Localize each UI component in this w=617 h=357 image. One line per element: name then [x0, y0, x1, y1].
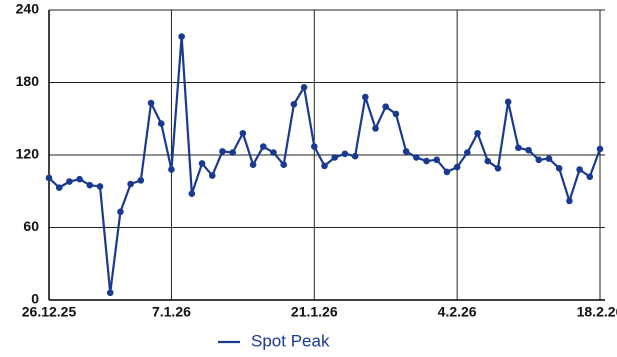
- point: [55, 184, 63, 191]
- y-tick-label: 120: [16, 146, 40, 162]
- point: [219, 148, 226, 155]
- point: [249, 161, 257, 168]
- point: [127, 180, 134, 188]
- point: [504, 98, 512, 106]
- point: [331, 154, 339, 161]
- point: [382, 103, 390, 110]
- point: [525, 146, 532, 154]
- point: [474, 129, 481, 137]
- point: [157, 120, 165, 127]
- point: [566, 197, 573, 205]
- point: [270, 149, 277, 156]
- point: [168, 166, 175, 173]
- point: [321, 162, 328, 170]
- point: [372, 125, 379, 132]
- x-tick-label: 18.2.26: [577, 304, 617, 320]
- point: [198, 160, 206, 167]
- point: [443, 168, 451, 176]
- point: [433, 156, 441, 164]
- point: [413, 154, 420, 161]
- point: [280, 161, 287, 168]
- point: [596, 145, 604, 153]
- point: [76, 175, 83, 183]
- point: [208, 172, 216, 179]
- y-tick-label: 60: [23, 218, 39, 234]
- point: [402, 148, 410, 155]
- point: [147, 99, 155, 107]
- point: [300, 84, 308, 91]
- point: [453, 163, 461, 171]
- point: [290, 100, 298, 108]
- x-tick-label: 4.2.26: [438, 304, 477, 320]
- point: [86, 181, 94, 189]
- point: [341, 150, 349, 158]
- point: [586, 173, 594, 181]
- point: [259, 143, 267, 150]
- point: [392, 110, 400, 118]
- y-tick-label: 240: [16, 1, 40, 17]
- point: [362, 93, 369, 101]
- point: [106, 289, 114, 297]
- legend-text: Spot Peak: [251, 331, 330, 350]
- point: [494, 164, 502, 172]
- x-tick-label: 26.12.25: [22, 304, 77, 320]
- point: [545, 155, 553, 162]
- x-tick-label: 7.1.26: [152, 304, 191, 320]
- point: [137, 177, 145, 184]
- point: [351, 152, 359, 160]
- point: [576, 166, 583, 173]
- point: [229, 149, 236, 156]
- y-tick-label: 0: [31, 291, 39, 307]
- point: [515, 144, 522, 152]
- point: [464, 149, 471, 156]
- point: [310, 143, 318, 150]
- point: [178, 33, 185, 40]
- point: [117, 208, 124, 216]
- point: [239, 129, 247, 137]
- point: [188, 190, 196, 197]
- point: [484, 157, 492, 165]
- point: [96, 183, 104, 190]
- point: [555, 164, 563, 172]
- point: [66, 178, 73, 185]
- point: [45, 174, 53, 182]
- x-tick-label: 21.1.26: [291, 304, 338, 320]
- point: [535, 156, 543, 164]
- y-tick-label: 180: [16, 73, 40, 89]
- point: [423, 157, 430, 165]
